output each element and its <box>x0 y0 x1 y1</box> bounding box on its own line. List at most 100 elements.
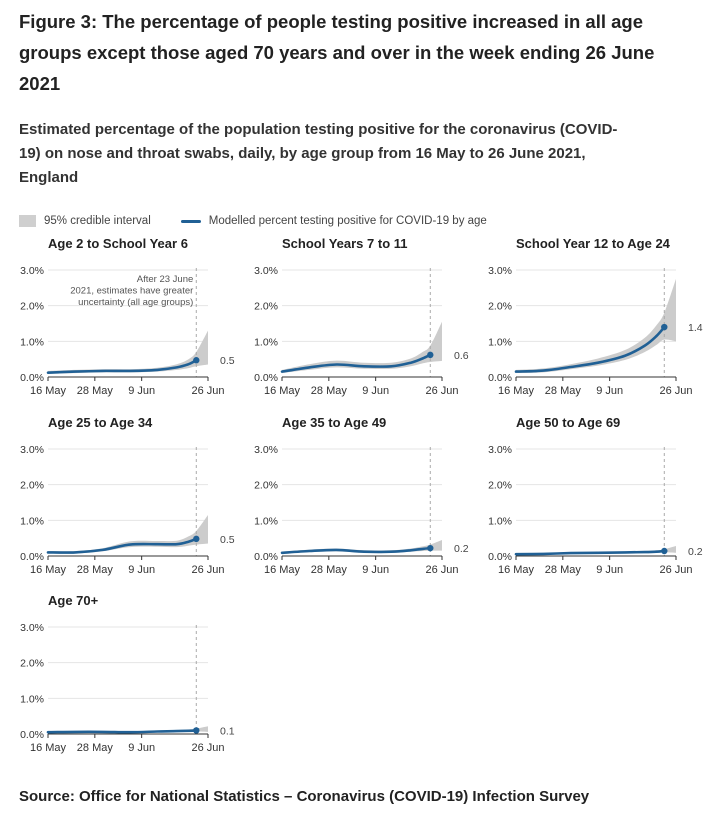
x-tick-label: 9 Jun <box>128 564 155 576</box>
panel-title: Age 35 to Age 49 <box>282 415 386 430</box>
series-line <box>280 353 432 373</box>
x-tick-label: 26 Jun <box>659 385 692 397</box>
panel-title: Age 70+ <box>48 593 99 608</box>
end-value-label: 1.4 <box>688 322 703 334</box>
x-tick-label: 26 Jun <box>191 742 224 754</box>
end-value-label: 0.2 <box>688 546 703 558</box>
x-tick-label: 16 May <box>30 385 67 397</box>
y-tick-label: 2.0% <box>20 301 44 313</box>
y-tick-label: 1.0% <box>20 336 44 348</box>
y-tick-label: 3.0% <box>20 622 44 634</box>
chart-panel: Age 25 to Age 34 0.0% 1.0% 2.0% 3.0% 0.5 16 Ma… <box>20 415 235 576</box>
chart-panel: Age 2 to School Year 6 0.0% 1.0% 2.0% 3.0% 0.… <box>20 236 235 397</box>
end-value-label: 0.5 <box>220 534 235 546</box>
chart-panel: School Year 12 to Age 24 0.0% 1.0% 2.0% 3.0%… <box>488 236 703 397</box>
chart-panel: Age 35 to Age 49 0.0% 1.0% 2.0% 3.0% 0.2 16 Ma… <box>254 415 469 576</box>
legend: 95% credible interval Modelled percent t… <box>19 212 487 230</box>
y-tick-label: 3.0% <box>20 444 44 456</box>
y-tick-label: 2.0% <box>20 658 44 670</box>
x-tick-label: 16 May <box>498 564 535 576</box>
end-point-marker <box>427 351 434 359</box>
figure-title: Figure 3: The percentage of people testi… <box>19 11 655 94</box>
y-tick-label: 2.0% <box>254 301 278 313</box>
credible-interval-band <box>48 330 208 374</box>
end-value-label: 0.6 <box>454 350 469 362</box>
y-tick-label: 0.0% <box>488 372 512 384</box>
x-tick-label: 9 Jun <box>362 385 389 397</box>
x-tick-label: 16 May <box>30 564 67 576</box>
end-point-marker <box>193 727 200 734</box>
y-tick-label: 1.0% <box>488 515 512 527</box>
y-tick-label: 3.0% <box>488 265 512 277</box>
x-tick-label: 28 May <box>311 385 348 397</box>
series-line <box>514 549 666 556</box>
end-value-label: 0.5 <box>220 355 235 367</box>
end-point-marker <box>427 544 434 552</box>
y-tick-label: 0.0% <box>254 551 278 563</box>
x-tick-label: 28 May <box>545 385 582 397</box>
x-tick-label: 9 Jun <box>596 564 623 576</box>
x-tick-label: 16 May <box>30 742 67 754</box>
y-tick-label: 3.0% <box>20 265 44 277</box>
end-value-label: 0.1 <box>220 725 235 737</box>
legend-line-label: Modelled percent testing positive for CO… <box>208 215 487 227</box>
end-point-marker <box>193 535 200 543</box>
x-tick-label: 28 May <box>545 564 582 576</box>
source-note: Source: Office for National Statistics –… <box>19 788 590 805</box>
panel-title: School Years 7 to 11 <box>282 236 408 251</box>
series-line <box>46 537 198 554</box>
panel-title: School Year 12 to Age 24 <box>516 236 671 251</box>
panel-title: Age 50 to Age 69 <box>516 415 620 430</box>
x-tick-label: 9 Jun <box>596 385 623 397</box>
y-tick-label: 0.0% <box>254 372 278 384</box>
x-tick-label: 26 Jun <box>425 385 458 397</box>
end-value-label: 0.2 <box>454 543 469 555</box>
chart-panel: School Years 7 to 11 0.0% 1.0% 2.0% 3.0% 0.6 1… <box>254 236 469 397</box>
x-tick-label: 26 Jun <box>659 564 692 576</box>
y-tick-label: 0.0% <box>20 372 44 384</box>
y-tick-label: 1.0% <box>254 515 278 527</box>
x-tick-label: 28 May <box>77 385 114 397</box>
series-line <box>46 729 198 734</box>
y-tick-label: 1.0% <box>20 693 44 705</box>
series-line <box>46 358 198 374</box>
y-tick-label: 3.0% <box>488 444 512 456</box>
uncertainty-annotation: After 23 June 2021, estimates have greate… <box>70 274 193 308</box>
x-tick-label: 16 May <box>264 564 301 576</box>
series-line <box>280 546 432 555</box>
x-tick-label: 16 May <box>498 385 535 397</box>
series-line <box>514 325 666 373</box>
x-tick-label: 26 Jun <box>191 385 224 397</box>
y-tick-label: 0.0% <box>488 551 512 563</box>
x-tick-label: 16 May <box>264 385 301 397</box>
y-tick-label: 1.0% <box>20 515 44 527</box>
x-tick-label: 9 Jun <box>128 385 155 397</box>
y-tick-label: 0.0% <box>20 729 44 741</box>
y-tick-label: 0.0% <box>20 551 44 563</box>
annotation-line: uncertainty (all age groups) <box>78 297 193 308</box>
panel-title: Age 25 to Age 34 <box>48 415 153 430</box>
end-point-marker <box>193 357 200 364</box>
chart-panel: Age 70+ 0.0% 1.0% 2.0% 3.0% 0.1 16 May 28 May 9 … <box>20 593 235 754</box>
x-tick-label: 26 Jun <box>191 564 224 576</box>
y-tick-label: 2.0% <box>488 301 512 313</box>
credible-interval-band <box>516 278 676 374</box>
y-tick-label: 2.0% <box>488 480 512 492</box>
legend-band-label: 95% credible interval <box>44 215 151 227</box>
legend-band-swatch <box>19 215 36 227</box>
y-tick-label: 1.0% <box>488 336 512 348</box>
x-tick-label: 28 May <box>77 564 114 576</box>
y-tick-label: 2.0% <box>254 480 278 492</box>
x-tick-label: 9 Jun <box>128 742 155 754</box>
x-tick-label: 26 Jun <box>425 564 458 576</box>
x-tick-label: 28 May <box>311 564 348 576</box>
chart-panel: Age 50 to Age 69 0.0% 1.0% 2.0% 3.0% 0.2 16 Ma… <box>488 415 703 576</box>
figure-subtitle: Estimated percentage of the population t… <box>19 121 618 186</box>
y-tick-label: 3.0% <box>254 265 278 277</box>
y-tick-label: 3.0% <box>254 444 278 456</box>
annotation-line: 2021, estimates have greater <box>70 286 193 297</box>
panel-title: Age 2 to School Year 6 <box>48 236 188 251</box>
end-point-marker <box>661 323 668 331</box>
x-tick-label: 9 Jun <box>362 564 389 576</box>
